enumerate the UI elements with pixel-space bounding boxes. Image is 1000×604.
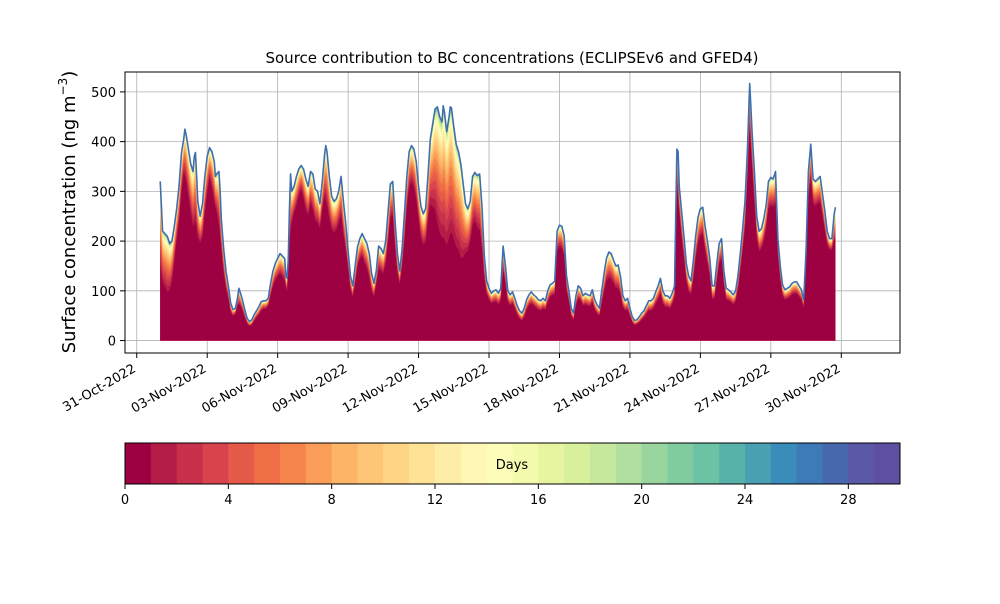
colorbar-segment-20	[641, 443, 668, 484]
colorbar-segment-17	[564, 443, 591, 484]
colorbar-segment-0	[125, 443, 152, 484]
colorbar-tick-label: 8	[328, 493, 336, 508]
colorbar-segment-10	[383, 443, 410, 484]
colorbar-tick-label: 12	[427, 493, 444, 508]
colorbar-segment-8	[331, 443, 358, 484]
y-tick-label: 300	[91, 185, 116, 200]
colorbar-segment-1	[150, 443, 178, 484]
colorbar-segment-27	[822, 443, 849, 484]
colorbar-segment-28	[848, 443, 875, 484]
area-layer-day-0	[160, 126, 836, 341]
colorbar-segment-9	[357, 443, 384, 484]
colorbar-segment-6	[280, 443, 307, 484]
colorbar-tick-label: 24	[737, 493, 754, 508]
colorbar-segment-24	[745, 443, 772, 484]
colorbar-segment-13	[460, 443, 488, 484]
colorbar-segment-11	[409, 443, 436, 484]
colorbar-segment-18	[590, 443, 617, 484]
colorbar-segment-29	[874, 443, 901, 484]
colorbar-segment-23	[719, 443, 746, 484]
colorbar-label: Days	[496, 458, 529, 473]
y-axis-label: Surface concentration (ng m−3)	[56, 71, 80, 354]
y-tick-label: 400	[91, 136, 116, 151]
colorbar-tick-label: 0	[121, 493, 129, 508]
colorbar-segment-3	[202, 443, 229, 484]
colorbar-axis: 0 4 8 12 16 20 24 28	[121, 484, 857, 508]
y-tick-label: 500	[91, 86, 116, 101]
colorbar-segment-25	[770, 443, 798, 484]
colorbar-segment-15	[512, 443, 539, 484]
colorbar-segment-21	[667, 443, 694, 484]
colorbar-segment-7	[305, 443, 333, 484]
y-axis: 0 100 200 300 400 500	[91, 86, 125, 350]
colorbar-segment-2	[176, 443, 203, 484]
y-axis-label-close: )	[59, 71, 80, 78]
y-tick-label: 200	[91, 235, 116, 250]
colorbar-segment-19	[615, 443, 643, 484]
colorbar-frame	[124, 442, 901, 485]
total-outline	[159, 82, 837, 323]
stacked-area-plot	[159, 82, 837, 341]
colorbar-segment-14	[486, 443, 513, 484]
colorbar-segment-22	[693, 443, 720, 484]
plot-frame	[124, 71, 901, 354]
colorbar-tick-label: 28	[840, 493, 857, 508]
colorbar	[125, 443, 901, 484]
colorbar-tick-label: 16	[530, 493, 547, 508]
colorbar-segment-4	[228, 443, 255, 484]
y-axis-label-superscript: −3	[56, 78, 70, 96]
colorbar-segment-12	[435, 443, 462, 484]
colorbar-tick-label: 20	[633, 493, 650, 508]
chart-title: Source contribution to BC concentrations…	[265, 49, 758, 67]
colorbar-segment-26	[796, 443, 823, 484]
colorbar-segment-16	[538, 443, 565, 484]
y-tick-label: 100	[91, 285, 116, 300]
colorbar-segment-5	[254, 443, 281, 484]
y-tick-label: 0	[108, 335, 116, 350]
colorbar-tick-label: 4	[224, 493, 232, 508]
y-axis-label-main: Surface concentration (ng m	[59, 95, 80, 353]
